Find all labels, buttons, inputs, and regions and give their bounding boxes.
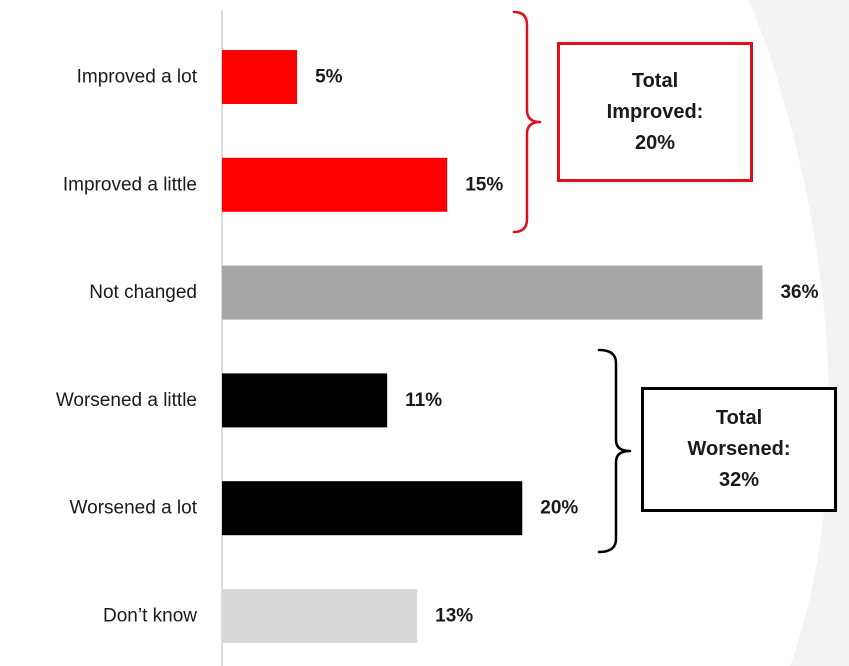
category-label-improved-a-little: Improved a little <box>63 174 197 195</box>
value-label-worsened-a-lot: 20% <box>540 498 578 519</box>
worsened-group-bracket <box>597 348 632 554</box>
total-worsened-line-1: Total <box>715 407 763 429</box>
total-improved-line-1: Total <box>631 69 679 92</box>
total-improved-line-3: 20% <box>634 131 676 154</box>
value-label-don-t-know: 13% <box>435 606 473 627</box>
total-improved-callout: Total Improved: 20% <box>557 42 753 182</box>
bar-improved-a-little <box>222 157 448 212</box>
group-brackets <box>512 10 632 554</box>
value-labels: 5% 15% 36% 11% 20% 13% <box>315 67 819 627</box>
category-label-worsened-a-lot: Worsened a lot <box>70 498 198 519</box>
total-worsened-text: Total Worsened: 32% <box>688 403 791 496</box>
bars <box>222 50 763 643</box>
category-label-worsened-a-little: Worsened a little <box>56 390 197 411</box>
bar-worsened-a-lot <box>222 481 523 536</box>
total-worsened-line-3: 32% <box>718 469 759 491</box>
value-label-improved-a-little: 15% <box>465 174 503 195</box>
category-label-not-changed: Not changed <box>89 282 197 303</box>
total-improved-text: Total Improved: 20% <box>607 66 704 159</box>
value-label-worsened-a-little: 11% <box>405 390 442 411</box>
category-labels: Improved a lot Improved a little Not chang… <box>56 67 198 627</box>
total-worsened-callout: Total Worsened: 32% <box>641 387 837 512</box>
total-improved-line-2: Improved: <box>606 100 704 123</box>
bar-improved-a-lot <box>222 50 298 104</box>
background-curve-shape <box>749 0 849 666</box>
improved-group-bracket <box>512 10 542 234</box>
bar-worsened-a-little <box>222 373 388 428</box>
bar-not-changed <box>222 265 763 320</box>
value-label-improved-a-lot: 5% <box>315 67 343 88</box>
value-label-not-changed: 36% <box>780 282 818 303</box>
category-label-improved-a-lot: Improved a lot <box>77 67 198 88</box>
bar-don-t-know <box>222 589 418 643</box>
category-label-don-t-know: Don’t know <box>103 606 197 627</box>
total-worsened-line-2: Worsened: <box>687 438 791 460</box>
